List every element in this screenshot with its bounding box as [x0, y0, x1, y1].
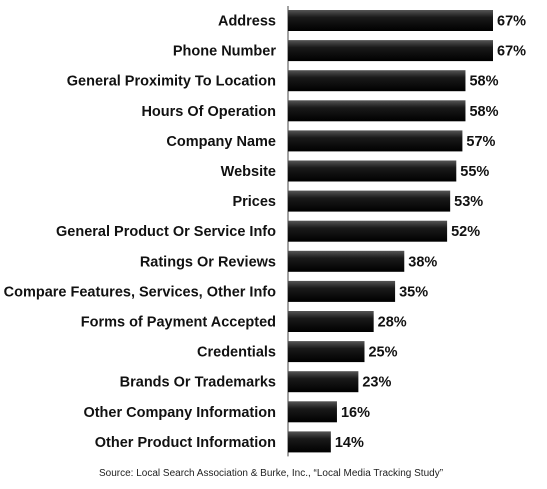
value-label-other-company-information: 16%	[341, 405, 370, 421]
category-label-ratings-or-reviews: Ratings Or Reviews	[140, 254, 276, 270]
bar-other-company-information	[288, 401, 337, 423]
category-label-hours-of-operation: Hours Of Operation	[141, 104, 276, 120]
bar-hours-of-operation	[288, 100, 466, 122]
value-label-hours-of-operation: 58%	[469, 104, 498, 120]
bar-address	[288, 10, 493, 31]
category-label-company-name: Company Name	[166, 134, 276, 150]
value-label-forms-of-payment-accepted: 28%	[378, 315, 407, 331]
category-label-address: Address	[218, 14, 276, 30]
value-label-general-product-or-service-info: 52%	[451, 224, 480, 240]
category-label-general-product-or-service-info: General Product Or Service Info	[56, 224, 276, 240]
bar-forms-of-payment-accepted	[288, 311, 374, 332]
category-label-prices: Prices	[232, 194, 276, 210]
value-label-other-product-information: 14%	[335, 435, 364, 451]
value-label-website: 55%	[460, 164, 489, 180]
value-labels-group: 67% 67% 58% 58% 57% 55% 53% 52% 38% 35% 28% 25% 23% 1…	[335, 14, 526, 451]
bar-company-name	[288, 130, 463, 152]
category-label-other-company-information: Other Company Information	[83, 405, 276, 421]
value-label-phone-number: 67%	[497, 44, 526, 60]
category-label-forms-of-payment-accepted: Forms of Payment Accepted	[81, 315, 276, 331]
bar-ratings-or-reviews	[288, 250, 405, 272]
value-label-ratings-or-reviews: 38%	[408, 254, 437, 270]
bar-general-proximity-to-location	[288, 70, 466, 92]
value-label-address: 67%	[497, 14, 526, 30]
category-label-credentials: Credentials	[197, 345, 276, 361]
value-label-brands-or-trademarks: 23%	[362, 375, 391, 391]
source-note: Source: Local Search Association & Burke…	[99, 468, 443, 479]
bar-brands-or-trademarks	[288, 371, 359, 393]
category-label-phone-number: Phone Number	[173, 44, 276, 60]
bar-website	[288, 160, 457, 182]
category-label-website: Website	[221, 164, 276, 180]
value-label-company-name: 57%	[466, 134, 495, 150]
bar-general-product-or-service-info	[288, 220, 448, 242]
value-label-compare-features-services-other-info: 35%	[399, 284, 428, 300]
category-label-brands-or-trademarks: Brands Or Trademarks	[120, 375, 276, 391]
category-label-other-product-information: Other Product Information	[95, 435, 276, 451]
value-label-general-proximity-to-location: 58%	[469, 74, 498, 90]
category-labels-group: Address Phone Number General Proximity To …	[4, 14, 277, 451]
bars-group	[288, 10, 493, 453]
bar-prices	[288, 190, 451, 212]
value-label-prices: 53%	[454, 194, 483, 210]
bar-other-product-information	[288, 431, 331, 453]
value-label-credentials: 25%	[368, 345, 397, 361]
bar-credentials	[288, 341, 365, 363]
category-label-compare-features-services-other-info: Compare Features, Services, Other Info	[4, 284, 277, 300]
category-label-general-proximity-to-location: General Proximity To Location	[67, 74, 276, 90]
bar-compare-features-services-other-info	[288, 280, 396, 302]
bar-phone-number	[288, 40, 493, 62]
